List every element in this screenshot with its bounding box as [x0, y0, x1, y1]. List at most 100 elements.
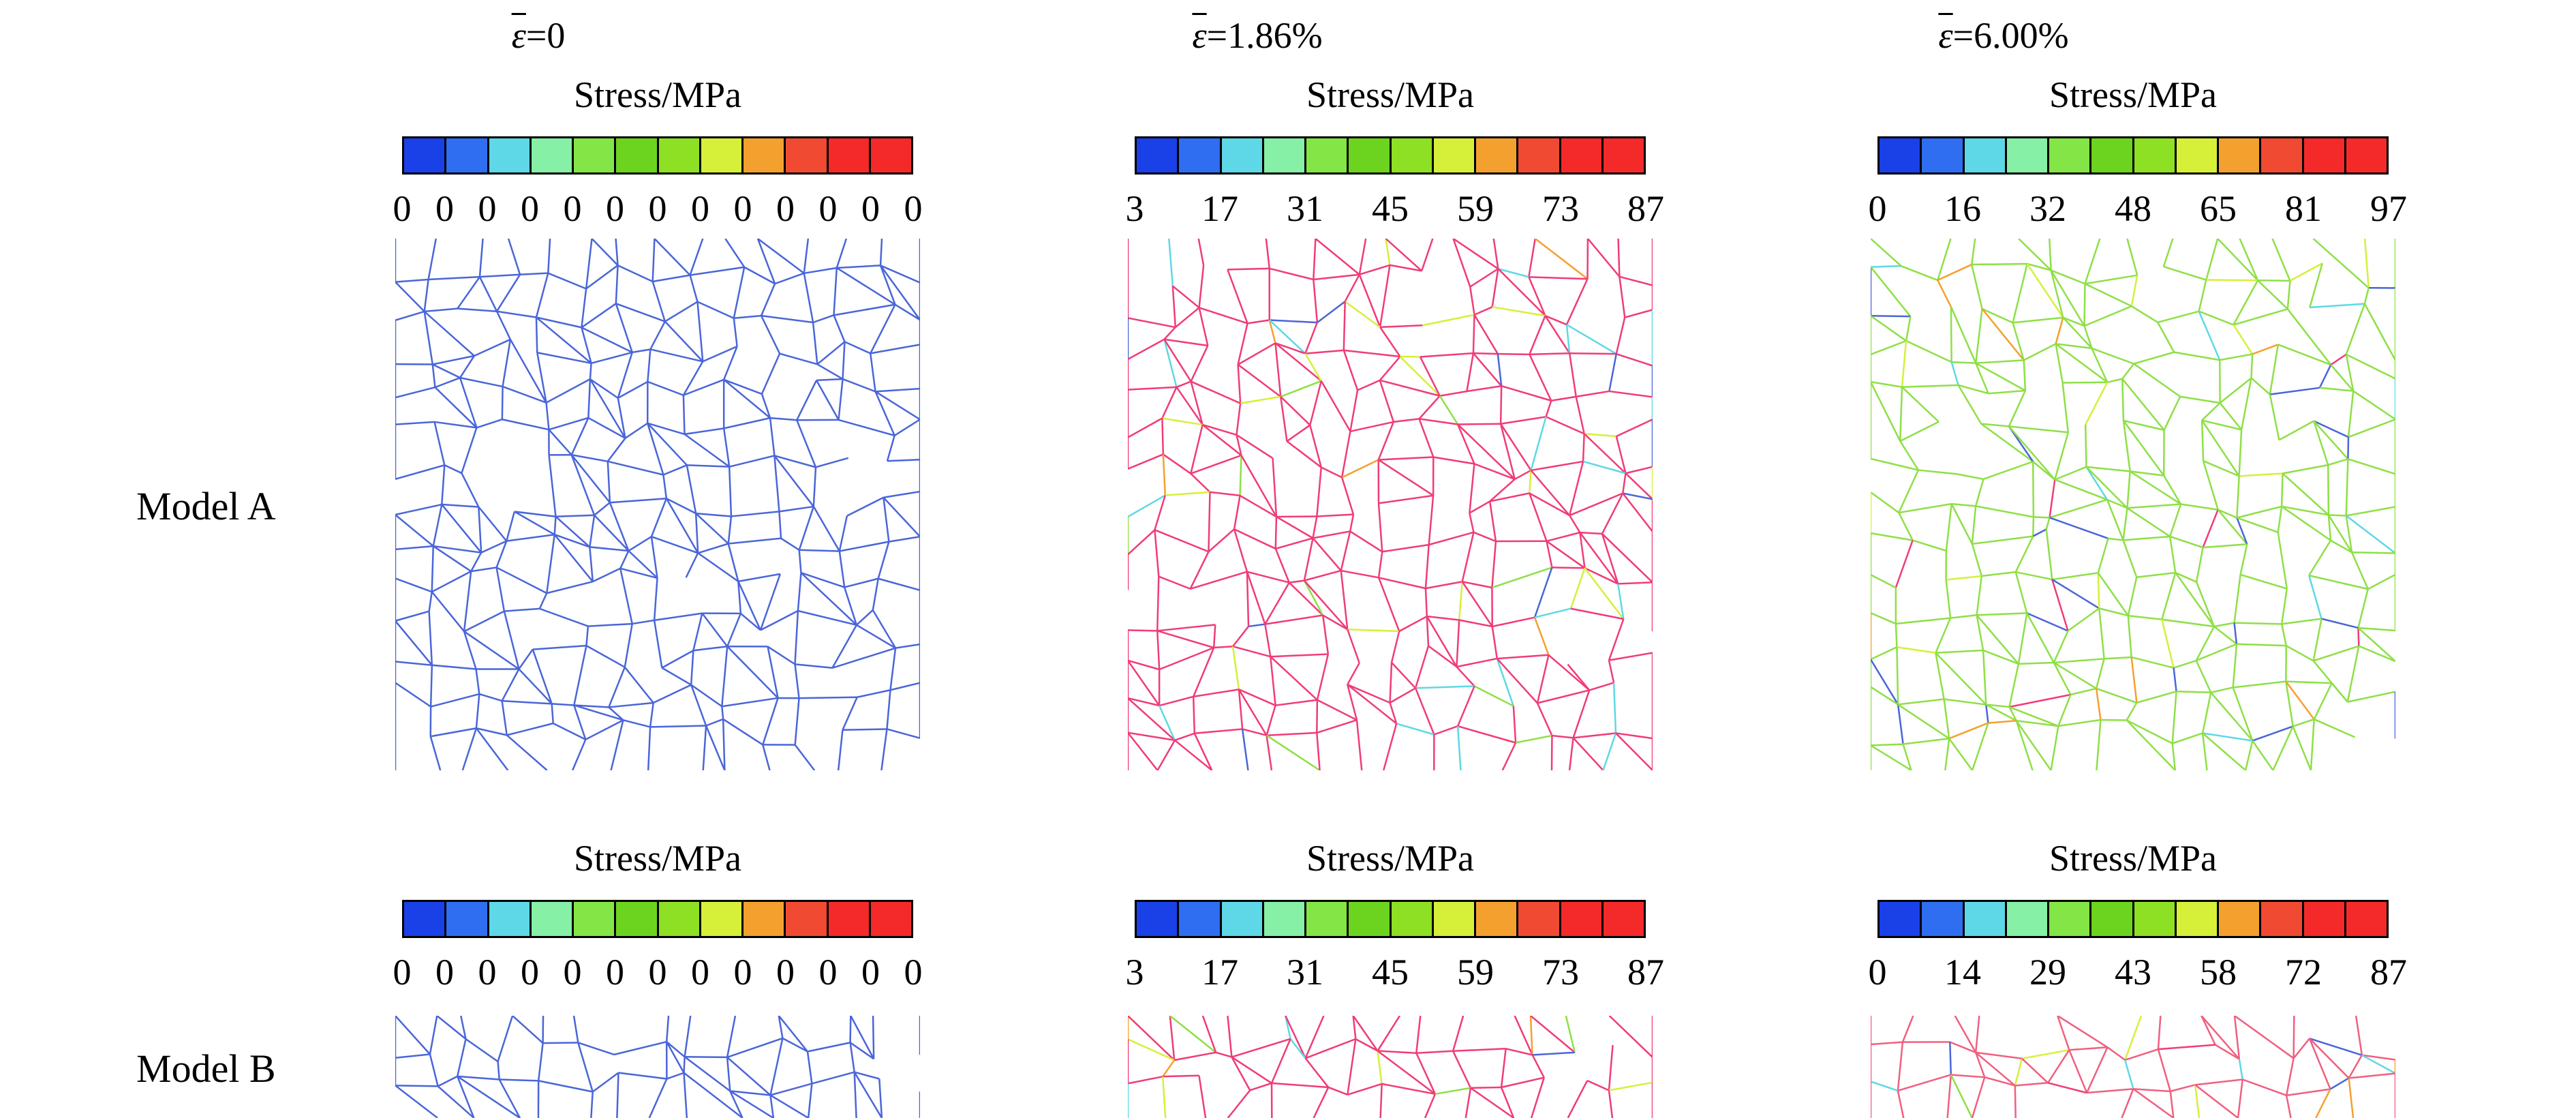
grain-boundary	[1237, 323, 1248, 365]
grain-boundary	[2053, 658, 2104, 664]
grain-boundary	[1313, 273, 1360, 281]
grain-boundary	[2008, 425, 2056, 481]
grain-boundary	[499, 1078, 539, 1082]
grain-boundary	[1316, 732, 1321, 770]
grain-boundary	[1918, 469, 1957, 475]
grain-boundary	[2361, 1054, 2395, 1061]
grain-boundary	[608, 667, 626, 708]
colorbar-cell	[1137, 138, 1180, 172]
grain-boundary	[2131, 656, 2174, 669]
grain-boundary	[2217, 509, 2248, 545]
grain-boundary	[729, 1090, 743, 1118]
grain-boundary	[1497, 268, 1529, 278]
grain-boundary	[740, 612, 761, 631]
grain-boundary	[1377, 577, 1400, 632]
grain-boundary	[2308, 540, 2332, 576]
grain-boundary	[1343, 301, 1346, 350]
grain-boundary	[1971, 506, 1977, 544]
grain-boundary	[591, 239, 619, 267]
grain-boundary	[807, 1083, 813, 1118]
grain-boundary	[463, 571, 472, 632]
grain-boundary	[647, 380, 684, 396]
grain-boundary	[2269, 394, 2280, 440]
grain-boundary	[794, 610, 799, 665]
grain-boundary	[2126, 719, 2176, 770]
grain-boundary	[686, 464, 730, 468]
grain-boundary	[1452, 1051, 1472, 1089]
grain-boundary	[535, 273, 549, 318]
grain-boundary	[538, 592, 548, 609]
grain-boundary	[836, 267, 896, 305]
grain-boundary	[1943, 699, 1950, 739]
grain-boundary	[2098, 608, 2105, 659]
grain-boundary	[647, 422, 688, 466]
grain-boundary	[1944, 698, 1987, 706]
grain-boundary	[2171, 743, 2177, 770]
grain-boundary	[874, 391, 920, 421]
grain-boundary	[2203, 543, 2248, 549]
grain-boundary	[1193, 647, 1215, 697]
colorbar-tick-label: 0	[521, 188, 539, 229]
grain-boundary	[803, 239, 810, 273]
grain-boundary	[1156, 576, 1160, 631]
grain-boundary	[1458, 423, 1501, 425]
grain-boundary	[2027, 262, 2051, 271]
grain-boundary	[794, 744, 816, 770]
grain-boundary	[1957, 384, 1982, 425]
colorbar-title: Stress/MPa	[2049, 838, 2218, 879]
grain-boundary	[2096, 719, 2102, 770]
grain-boundary	[2352, 390, 2395, 421]
grain-boundary	[664, 320, 704, 363]
grain-boundary	[395, 421, 435, 425]
grain-boundary	[1532, 1051, 1575, 1056]
grain-boundary	[2358, 645, 2395, 663]
grain-boundary	[617, 265, 654, 283]
grain-boundary	[1546, 541, 1553, 568]
grain-boundary	[496, 310, 537, 318]
grain-boundary	[2026, 612, 2055, 663]
grain-boundary	[726, 646, 779, 699]
grain-boundary	[2348, 1078, 2355, 1118]
grain-boundary	[1608, 1090, 1614, 1118]
grain-boundary	[666, 1041, 685, 1074]
grain-boundary	[1193, 733, 1213, 770]
grain-boundary	[2286, 645, 2314, 662]
grain-boundary	[1491, 626, 1498, 659]
grain-boundary	[723, 346, 738, 380]
grain-boundary	[619, 550, 630, 569]
grain-boundary	[2095, 659, 2105, 689]
grain-boundary	[457, 1076, 475, 1118]
grain-boundary	[743, 266, 776, 285]
grain-boundary	[2198, 311, 2221, 361]
grain-boundary	[1379, 1083, 1383, 1118]
grain-boundary	[1322, 614, 1348, 631]
grain-boundary	[1266, 705, 1276, 736]
colorbar-cell	[1922, 138, 1965, 172]
grain-boundary	[1912, 539, 1947, 552]
grain-boundary	[2236, 476, 2240, 518]
grain-boundary	[460, 1016, 467, 1040]
colorbar-cell	[616, 902, 659, 936]
grain-boundary	[2062, 316, 2085, 327]
grain-boundary	[1899, 502, 1952, 514]
grain-boundary	[501, 700, 508, 736]
grain-boundary	[1602, 733, 1617, 770]
grain-boundary	[609, 497, 666, 504]
grain-boundary	[1958, 384, 1989, 395]
grain-boundary	[1377, 421, 1395, 460]
grain-boundary	[536, 316, 582, 329]
grain-boundary	[1473, 463, 1516, 481]
grain-boundary	[395, 278, 429, 283]
grain-boundary	[1496, 658, 1538, 704]
grain-boundary	[1214, 645, 1233, 649]
grain-boundary	[1536, 702, 1553, 736]
grain-boundary	[1276, 515, 1314, 539]
grain-boundary	[1347, 628, 1400, 633]
grain-boundary	[542, 1042, 579, 1044]
grain-boundary	[1231, 646, 1240, 690]
grain-boundary	[610, 720, 624, 770]
grain-boundary	[457, 1075, 500, 1081]
grain-boundary	[1935, 649, 1984, 654]
grain-boundary	[2331, 682, 2348, 703]
grain-boundary	[2023, 343, 2057, 361]
